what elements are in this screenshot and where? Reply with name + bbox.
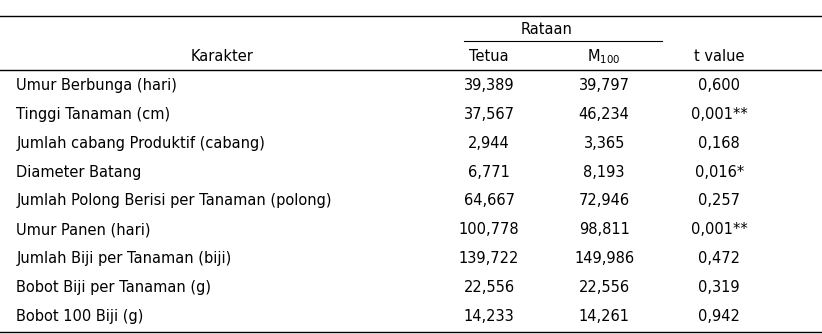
- Text: 0,942: 0,942: [699, 309, 740, 324]
- Text: Jumlah Polong Berisi per Tanaman (polong): Jumlah Polong Berisi per Tanaman (polong…: [16, 193, 332, 208]
- Text: 39,797: 39,797: [579, 78, 630, 93]
- Text: 0,016*: 0,016*: [695, 165, 744, 179]
- Text: 39,389: 39,389: [464, 78, 515, 93]
- Text: 8,193: 8,193: [584, 165, 625, 179]
- Text: 72,946: 72,946: [579, 193, 630, 208]
- Text: Tetua: Tetua: [469, 49, 509, 64]
- Text: 64,667: 64,667: [464, 193, 515, 208]
- Text: Bobot 100 Biji (g): Bobot 100 Biji (g): [16, 309, 144, 324]
- Text: Jumlah Biji per Tanaman (biji): Jumlah Biji per Tanaman (biji): [16, 251, 232, 266]
- Text: 14,261: 14,261: [579, 309, 630, 324]
- Text: 14,233: 14,233: [464, 309, 515, 324]
- Text: Umur Berbunga (hari): Umur Berbunga (hari): [16, 78, 178, 93]
- Text: M$_{100}$: M$_{100}$: [588, 47, 621, 66]
- Text: Rataan: Rataan: [520, 22, 573, 37]
- Text: 0,168: 0,168: [699, 136, 740, 151]
- Text: t value: t value: [694, 49, 745, 64]
- Text: 0,600: 0,600: [698, 78, 741, 93]
- Text: 98,811: 98,811: [579, 222, 630, 237]
- Text: Jumlah cabang Produktif (cabang): Jumlah cabang Produktif (cabang): [16, 136, 266, 151]
- Text: Tinggi Tanaman (cm): Tinggi Tanaman (cm): [16, 107, 170, 122]
- Text: 149,986: 149,986: [574, 251, 635, 266]
- Text: 22,556: 22,556: [464, 280, 515, 295]
- Text: 3,365: 3,365: [584, 136, 625, 151]
- Text: 0,319: 0,319: [699, 280, 740, 295]
- Text: Karakter: Karakter: [191, 49, 253, 64]
- Text: Diameter Batang: Diameter Batang: [16, 165, 142, 179]
- Text: 139,722: 139,722: [459, 251, 520, 266]
- Text: 37,567: 37,567: [464, 107, 515, 122]
- Text: 2,944: 2,944: [469, 136, 510, 151]
- Text: 100,778: 100,778: [459, 222, 520, 237]
- Text: 46,234: 46,234: [579, 107, 630, 122]
- Text: 0,472: 0,472: [698, 251, 741, 266]
- Text: 6,771: 6,771: [469, 165, 510, 179]
- Text: Umur Panen (hari): Umur Panen (hari): [16, 222, 151, 237]
- Text: 0,257: 0,257: [698, 193, 741, 208]
- Text: 22,556: 22,556: [579, 280, 630, 295]
- Text: 0,001**: 0,001**: [690, 107, 748, 122]
- Text: 0,001**: 0,001**: [690, 222, 748, 237]
- Text: Bobot Biji per Tanaman (g): Bobot Biji per Tanaman (g): [16, 280, 211, 295]
